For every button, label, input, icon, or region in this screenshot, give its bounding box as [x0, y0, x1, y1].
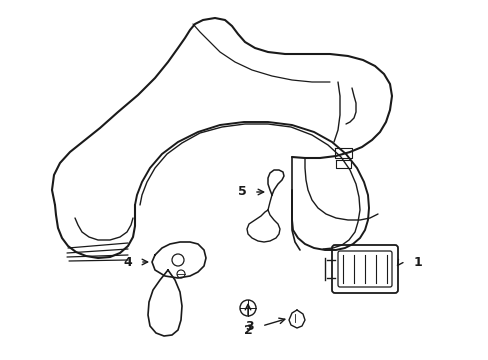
- Text: 3: 3: [245, 320, 254, 333]
- Text: 4: 4: [123, 256, 132, 269]
- Text: 5: 5: [237, 185, 246, 198]
- Text: 2: 2: [243, 324, 252, 337]
- Text: 1: 1: [413, 256, 422, 269]
